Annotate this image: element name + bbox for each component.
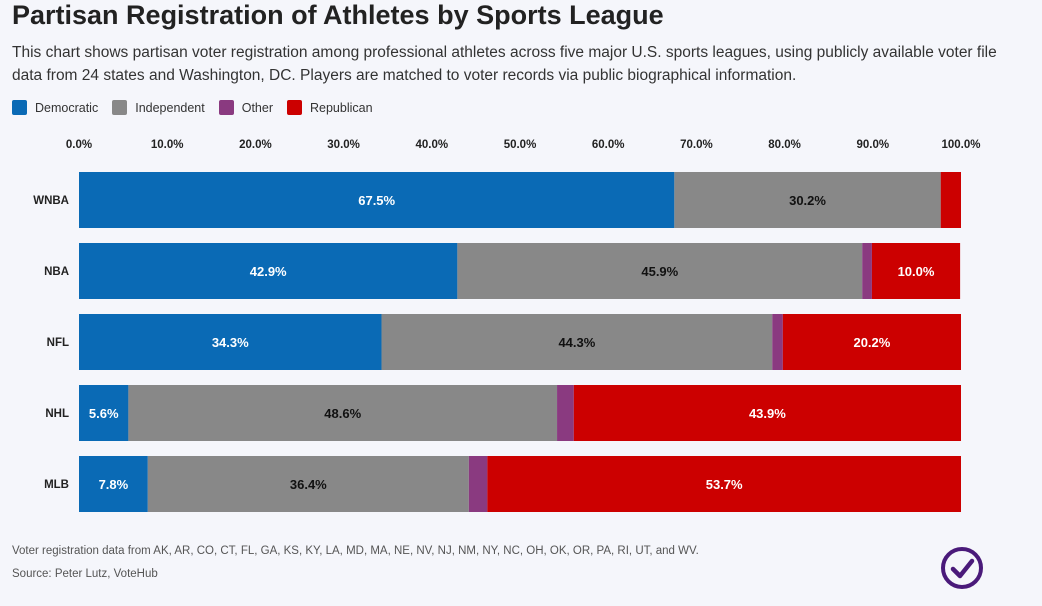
category-label: WNBA — [33, 195, 69, 207]
data-label: 42.9% — [250, 264, 287, 279]
legend-swatch-independent — [112, 100, 128, 115]
data-label: 67.5% — [358, 193, 395, 208]
data-label: 10.0% — [898, 264, 935, 279]
bar-segment-independent — [128, 385, 558, 441]
legend-swatch-democratic — [12, 100, 27, 115]
checkmark-circle-icon — [941, 547, 983, 589]
legend-label-other: Other — [241, 100, 273, 115]
legend-label-republican: Republican — [310, 100, 373, 115]
data-label: 7.8% — [99, 477, 129, 492]
category-label: NBA — [44, 266, 69, 278]
legend: Democratic Independent Other Republican — [12, 100, 373, 115]
data-label: 34.3% — [212, 335, 249, 350]
bar-segment-independent — [147, 456, 469, 512]
legend-item-republican: Republican — [287, 100, 373, 115]
bar-segment-independent — [674, 172, 941, 228]
category-label: MLB — [44, 479, 69, 491]
data-label: 44.3% — [558, 335, 595, 350]
data-label: 36.4% — [290, 477, 327, 492]
data-label: 53.7% — [706, 477, 743, 492]
bar-segment-democratic — [79, 314, 382, 370]
x-tick-label: 50.0% — [504, 139, 537, 151]
data-label: 20.2% — [853, 335, 890, 350]
bar-segment-other — [772, 314, 783, 370]
bar-segment-democratic — [79, 456, 148, 512]
legend-item-independent: Independent — [112, 100, 205, 115]
bar-segment-republican — [487, 456, 961, 512]
x-tick-label: 90.0% — [856, 139, 889, 151]
bar-segment-independent — [381, 314, 773, 370]
bar-segment-republican — [573, 385, 961, 441]
source-note: Source: Peter Lutz, VoteHub — [12, 568, 158, 580]
legend-item-democratic: Democratic — [12, 100, 98, 115]
category-label: NHL — [45, 408, 69, 420]
data-label: 43.9% — [749, 406, 786, 421]
x-tick-label: 60.0% — [592, 139, 625, 151]
bar-segment-other — [862, 243, 872, 299]
category-label: NFL — [47, 337, 69, 349]
stacked-bar-chart: 0.0% 10.0% 20.0% 30.0% 40.0% 50.0% 60.0% 70.0% 8… — [33, 139, 981, 512]
bar-segment-other — [557, 385, 574, 441]
x-tick-label: 30.0% — [327, 139, 360, 151]
bar-segment-republican — [871, 243, 961, 299]
data-label: 5.6% — [89, 406, 119, 421]
data-label: 30.2% — [789, 193, 826, 208]
bar-segment-republican — [782, 314, 961, 370]
chart-subtitle: This chart shows partisan voter registra… — [12, 44, 997, 84]
data-label: 45.9% — [641, 264, 678, 279]
x-tick-label: 0.0% — [66, 139, 92, 151]
legend-label-independent: Independent — [135, 100, 205, 115]
footnote: Voter registration data from AK, AR, CO,… — [12, 545, 699, 557]
x-tick-label: 80.0% — [768, 139, 801, 151]
x-tick-label: 40.0% — [415, 139, 448, 151]
bar-segment-democratic — [79, 385, 129, 441]
bar-segment-democratic — [79, 172, 675, 228]
chart-title: Partisan Registration of Athletes by Spo… — [12, 0, 664, 30]
x-tick-label: 100.0% — [941, 139, 980, 151]
legend-label-democratic: Democratic — [35, 100, 99, 115]
bar-segment-democratic — [79, 243, 458, 299]
bar-segment-other — [468, 456, 488, 512]
legend-item-other: Other — [218, 100, 273, 115]
x-tick-label: 20.0% — [239, 139, 272, 151]
legend-swatch-republican — [287, 100, 302, 115]
bar-segment-independent — [457, 243, 863, 299]
data-label: 48.6% — [324, 406, 361, 421]
bar-segment-republican — [940, 172, 961, 228]
x-tick-label: 10.0% — [151, 139, 184, 151]
legend-swatch-other — [218, 100, 234, 115]
x-tick-label: 70.0% — [680, 139, 713, 151]
